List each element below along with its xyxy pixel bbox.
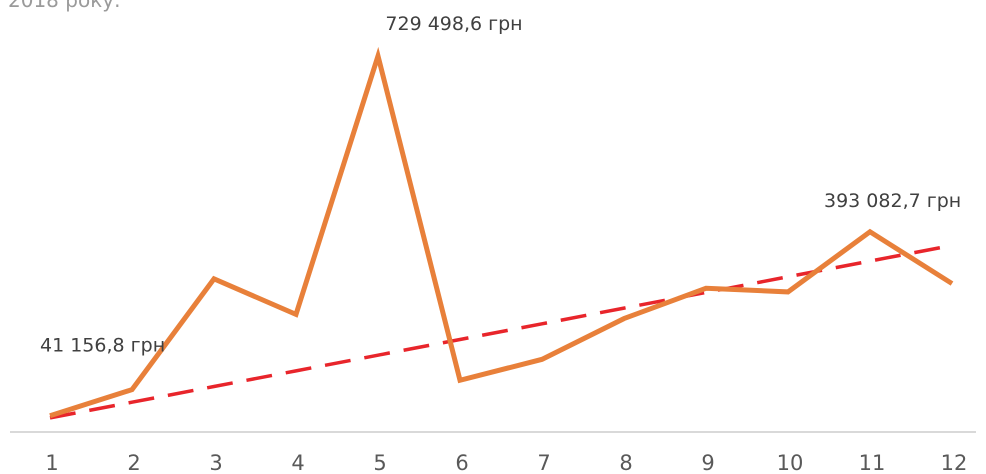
x-tick-label: 3 xyxy=(209,451,222,474)
series-line-layer xyxy=(49,46,954,419)
data-label: 41 156,8 грн xyxy=(40,335,165,357)
x-tick-label: 9 xyxy=(701,451,714,474)
x-tick-label: 12 xyxy=(941,451,968,474)
x-tick-label: 1 xyxy=(45,451,58,474)
x-tick-label: 4 xyxy=(291,451,304,474)
x-tick-label: 2 xyxy=(127,451,140,474)
trend-line xyxy=(49,243,953,420)
x-tick-label: 5 xyxy=(373,451,386,474)
x-tick-label-layer: 1 2 3 4 5 6 7 8 9 10 11 12 xyxy=(45,451,967,474)
x-tick-label: 10 xyxy=(777,451,804,474)
x-tick-label: 11 xyxy=(859,451,886,474)
x-tick-label: 6 xyxy=(455,451,468,474)
data-label-layer: 41 156,8 грн 729 498,6 грн 393 082,7 грн xyxy=(40,13,961,357)
series-line xyxy=(49,46,954,419)
x-tick-label: 7 xyxy=(537,451,550,474)
x-tick-label: 8 xyxy=(619,451,632,474)
data-label: 729 498,6 грн xyxy=(385,13,522,35)
chart-caption: 2018 року. xyxy=(8,0,121,12)
data-label: 393 082,7 грн xyxy=(824,190,961,212)
trend-line-layer xyxy=(49,243,953,420)
